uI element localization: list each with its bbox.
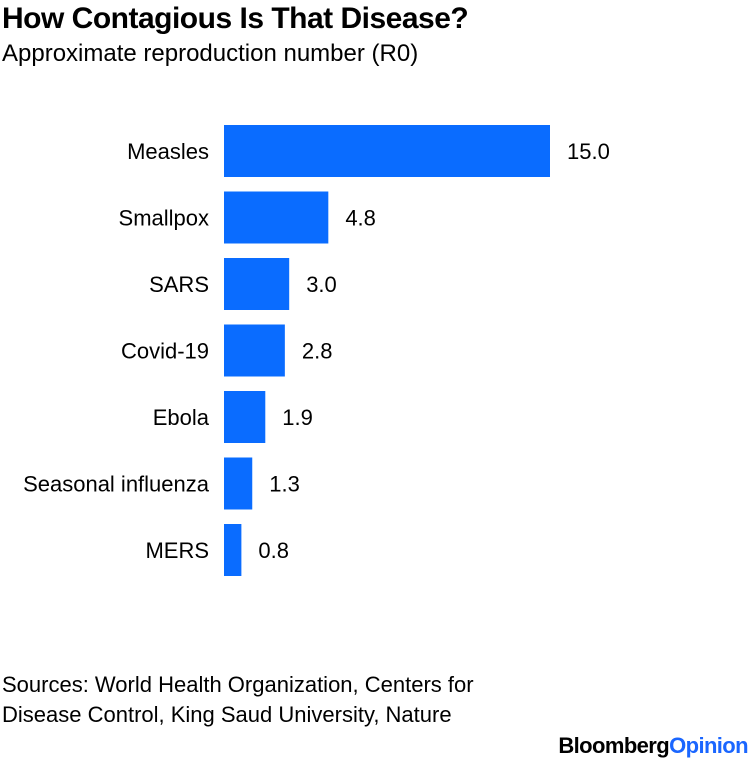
bar-chart: Measles 15.0 Smallpox 4.8 SARS 3.0 Covid-19 2.8… <box>23 125 610 576</box>
category-label-sars: SARS <box>149 272 209 297</box>
brand-logo: BloombergOpinion <box>558 733 748 759</box>
category-label-covid-19: Covid-19 <box>121 339 209 364</box>
brand-name: Bloomberg <box>558 733 670 758</box>
value-label-covid-19: 2.8 <box>302 339 333 364</box>
value-label-ebola: 1.9 <box>282 405 313 430</box>
value-label-sars: 3.0 <box>306 272 337 297</box>
category-label-measles: Measles <box>127 139 209 164</box>
category-label-mers: MERS <box>145 538 209 563</box>
source-note: Sources: World Health Organization, Cent… <box>2 672 474 727</box>
bar-ebola <box>224 391 266 443</box>
chart-subtitle: Approximate reproduction number (R0) <box>2 40 419 67</box>
bar-smallpox <box>224 191 329 244</box>
bar-covid-19 <box>224 324 285 377</box>
value-label-mers: 0.8 <box>258 538 289 563</box>
category-label-ebola: Ebola <box>153 405 210 430</box>
category-label-smallpox: Smallpox <box>119 206 209 231</box>
value-label-smallpox: 4.8 <box>345 206 376 231</box>
category-label-seasonal-influenza: Seasonal influenza <box>23 472 210 497</box>
value-label-measles: 15.0 <box>567 139 610 164</box>
chart-title: How Contagious Is That Disease? <box>2 2 469 35</box>
bar-measles <box>224 125 550 177</box>
value-label-seasonal-influenza: 1.3 <box>269 472 300 497</box>
brand-section: Opinion <box>669 733 749 758</box>
bar-mers <box>224 524 242 576</box>
bar-seasonal-influenza <box>224 457 253 510</box>
bar-sars <box>224 258 290 310</box>
